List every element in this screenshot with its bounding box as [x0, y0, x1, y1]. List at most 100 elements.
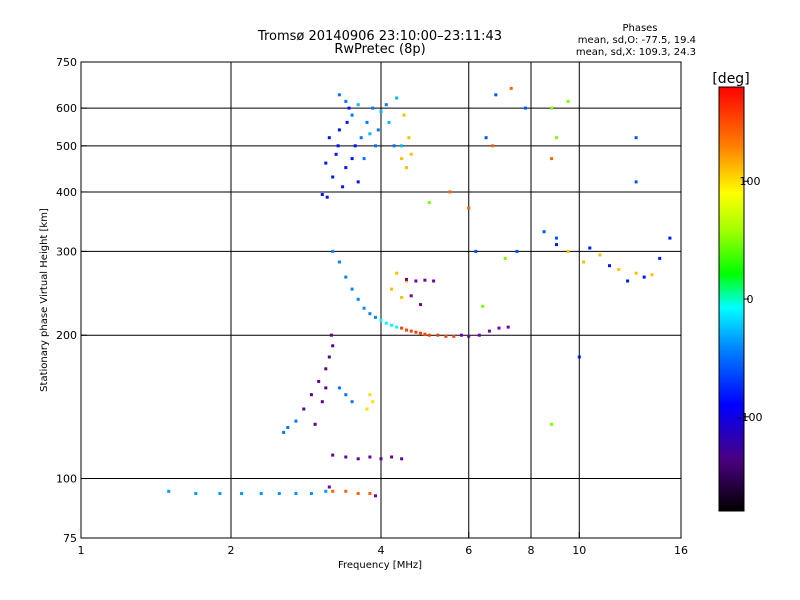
data-point — [277, 492, 281, 495]
data-point — [634, 271, 638, 275]
colorbar-label: [deg] — [712, 71, 749, 87]
data-point — [474, 249, 478, 253]
data-point — [353, 144, 357, 148]
data-point — [400, 296, 404, 299]
data-point — [337, 386, 341, 390]
data-point — [409, 152, 413, 156]
data-point — [336, 144, 340, 148]
data-point — [359, 136, 363, 140]
data-point — [344, 489, 348, 493]
data-point — [282, 430, 286, 434]
data-point — [405, 279, 408, 283]
data-point — [368, 132, 372, 136]
data-point — [409, 329, 413, 333]
data-point — [341, 185, 345, 189]
data-point — [374, 315, 377, 319]
data-point — [588, 246, 592, 250]
data-point — [395, 271, 399, 275]
phase-info-x: mean, sd,X: 109.3, 24.3 — [576, 47, 696, 58]
data-point — [302, 407, 306, 411]
data-point — [327, 485, 331, 489]
data-point — [344, 393, 348, 397]
colorbar-ticks: 100 0 -100 — [738, 175, 763, 424]
data-point — [327, 136, 331, 140]
x-axis-label: Frequency [MHz] — [338, 560, 422, 571]
data-point — [598, 253, 602, 257]
data-point — [379, 110, 383, 114]
data-point — [407, 136, 411, 140]
data-point — [350, 400, 354, 404]
data-point — [459, 333, 463, 337]
data-point — [481, 304, 485, 308]
data-point — [218, 492, 222, 495]
data-point — [390, 455, 394, 459]
data-point — [324, 367, 328, 371]
data-point — [317, 379, 321, 383]
data-point — [494, 93, 498, 97]
data-point — [400, 457, 404, 461]
data-point — [365, 120, 369, 124]
data-point — [427, 201, 431, 205]
data-point — [390, 323, 394, 327]
data-point — [356, 103, 360, 107]
data-point — [491, 144, 495, 148]
data-point — [395, 325, 399, 329]
data-point — [320, 400, 324, 404]
data-point — [194, 492, 198, 495]
data-point — [432, 279, 436, 283]
data-point — [294, 419, 298, 423]
data-point — [376, 128, 380, 132]
data-point — [344, 166, 348, 170]
data-point — [327, 355, 331, 359]
data-point — [331, 249, 335, 253]
chart-subtitle: RwPretec (8p) — [334, 42, 425, 57]
data-point — [566, 99, 570, 103]
data-point — [444, 334, 448, 338]
data-point — [542, 230, 546, 234]
data-point — [286, 426, 290, 429]
data-point — [368, 455, 372, 459]
data-points — [167, 86, 672, 498]
data-point — [347, 106, 351, 110]
data-point — [368, 492, 372, 495]
x-tick-label: 2 — [228, 544, 235, 557]
data-point — [395, 96, 399, 100]
data-point — [331, 175, 335, 179]
data-point — [506, 325, 510, 329]
data-point — [362, 306, 366, 310]
data-point — [345, 120, 349, 124]
data-point — [467, 334, 471, 338]
data-point — [400, 144, 404, 148]
data-point — [344, 275, 348, 279]
chart-title: Tromsø 20140906 23:10:00–23:11:43 — [257, 29, 502, 44]
data-point — [384, 103, 388, 107]
data-point — [390, 287, 394, 291]
colorbar — [718, 86, 745, 512]
y-tick-label: 750 — [56, 56, 77, 69]
data-point — [405, 328, 408, 332]
data-point — [350, 157, 354, 161]
data-point — [324, 161, 328, 165]
data-point — [371, 106, 375, 110]
data-point — [259, 492, 263, 495]
data-point — [642, 275, 646, 279]
data-point — [368, 312, 372, 316]
y-tick-label: 100 — [56, 473, 77, 486]
data-point — [387, 120, 391, 124]
x-tick-label: 8 — [528, 544, 535, 557]
data-point — [409, 294, 413, 298]
data-point — [497, 326, 501, 330]
data-point — [487, 329, 491, 333]
axis-ticks: 1 2 4 6 8 10 16 75 100 200 300 400 500 600 750 — [56, 56, 688, 557]
y-tick-label: 200 — [56, 329, 77, 342]
data-point — [350, 287, 354, 291]
data-point — [608, 264, 611, 268]
y-tick-label: 75 — [63, 532, 77, 545]
data-point — [344, 455, 348, 459]
data-point — [402, 113, 406, 117]
y-tick-label: 500 — [56, 140, 77, 153]
data-point — [634, 180, 638, 184]
data-point — [240, 492, 244, 495]
data-point — [503, 256, 507, 260]
